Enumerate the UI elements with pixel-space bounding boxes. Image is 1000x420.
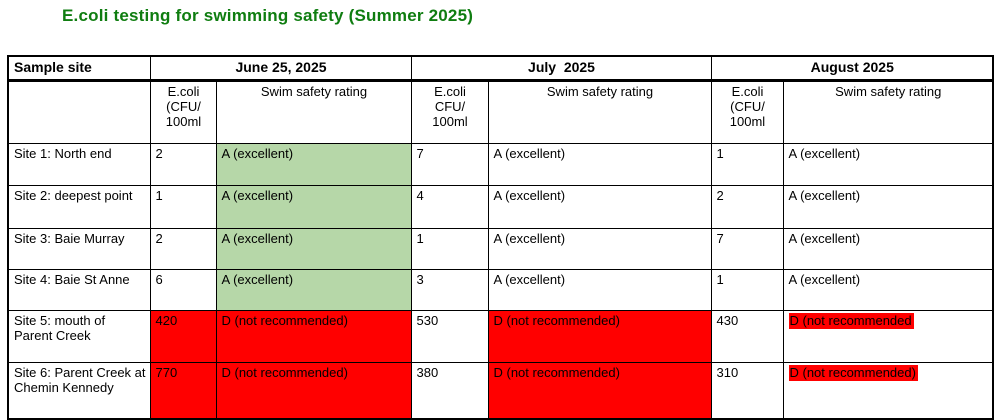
rating-cell: A (excellent) [487, 268, 712, 311]
ecoli-value-cell: 1 [410, 227, 489, 270]
ecoli-value-cell: 1 [149, 184, 217, 229]
ecoli-value-cell: 770 [149, 361, 217, 420]
ecoli-value-cell: 1 [710, 142, 784, 186]
column-header-row: E.coli (CFU/ 100ml Swim safety rating E.… [7, 79, 994, 144]
ecoli-value-cell: 530 [410, 309, 489, 363]
header-ecoli-august: E.coli (CFU/ 100ml [710, 79, 784, 144]
ecoli-value-cell: 7 [410, 142, 489, 186]
header-month-august: August 2025 [710, 55, 994, 82]
ecoli-value-cell: 1 [710, 268, 784, 311]
ecoli-value-cell: 310 [710, 361, 784, 420]
rating-cell: A (excellent) [487, 184, 712, 229]
table-row-site-3: Site 3: Baie Murray 2 A (excellent) 1 A … [7, 227, 994, 270]
rating-cell: A (excellent) [782, 184, 994, 229]
month-august-label: August 2025 [810, 59, 894, 75]
rating-cell: D (not recommended) [487, 309, 712, 363]
site-name-cell: Site 5: mouth of Parent Creek [7, 309, 151, 363]
rating-cell: A (excellent) [782, 227, 994, 270]
header-ecoli-june: E.coli (CFU/ 100ml [149, 79, 217, 144]
header-sample-site: Sample site [7, 55, 151, 82]
rating-cell: A (excellent) [215, 184, 412, 229]
rating-highlight: D (not recommended [788, 312, 914, 329]
ecoli-value-cell: 6 [149, 268, 217, 311]
ecoli-value-cell: 7 [710, 227, 784, 270]
site-name-cell: Site 6: Parent Creek at Chemin Kennedy [7, 361, 151, 420]
header-month-july: July 2025 [410, 55, 712, 82]
month-june-label: June 25, 2025 [235, 59, 327, 75]
ecoli-value-cell: 2 [710, 184, 784, 229]
site-name-cell: Site 3: Baie Murray [7, 227, 151, 270]
rating-cell: D (not recommended) [782, 361, 994, 420]
rating-cell: D (not recommended) [487, 361, 712, 420]
rating-cell: D (not recommended) [215, 309, 412, 363]
rating-cell: A (excellent) [782, 268, 994, 311]
site-name-cell: Site 1: North end [7, 142, 151, 186]
header-rating-july: Swim safety rating [487, 79, 712, 144]
month-july-label: July 2025 [528, 59, 595, 75]
ecoli-value-cell: 4 [410, 184, 489, 229]
table-row-site-5: Site 5: mouth of Parent Creek 420 D (not… [7, 309, 994, 363]
rating-cell: D (not recommended) [215, 361, 412, 420]
site-name-cell: Site 2: deepest point [7, 184, 151, 229]
ecoli-testing-table: Sample site June 25, 2025 July 2025 Augu… [7, 55, 994, 420]
empty-corner-cell [7, 79, 151, 144]
header-month-june: June 25, 2025 [149, 55, 412, 82]
table-row-site-4: Site 4: Baie St Anne 6 A (excellent) 3 A… [7, 268, 994, 311]
ecoli-value-cell: 2 [149, 142, 217, 186]
rating-cell: D (not recommended [782, 309, 994, 363]
header-rating-august: Swim safety rating [782, 79, 994, 144]
header-rating-june: Swim safety rating [215, 79, 412, 144]
ecoli-value-cell: 3 [410, 268, 489, 311]
month-header-row: Sample site June 25, 2025 July 2025 Augu… [7, 55, 994, 82]
site-name-cell: Site 4: Baie St Anne [7, 268, 151, 311]
rating-cell: A (excellent) [215, 142, 412, 186]
table-row-site-6: Site 6: Parent Creek at Chemin Kennedy 7… [7, 361, 994, 420]
ecoli-value-cell: 430 [710, 309, 784, 363]
ecoli-value-cell: 420 [149, 309, 217, 363]
rating-cell: A (excellent) [782, 142, 994, 186]
table-row-site-1: Site 1: North end 2 A (excellent) 7 A (e… [7, 142, 994, 186]
header-ecoli-july: E.coli CFU/ 100ml [410, 79, 489, 144]
rating-cell: A (excellent) [487, 227, 712, 270]
ecoli-value-cell: 2 [149, 227, 217, 270]
table-row-site-2: Site 2: deepest point 1 A (excellent) 4 … [7, 184, 994, 229]
rating-highlight: D (not recommended) [788, 364, 918, 381]
rating-cell: A (excellent) [215, 268, 412, 311]
rating-cell: A (excellent) [487, 142, 712, 186]
rating-cell: A (excellent) [215, 227, 412, 270]
ecoli-value-cell: 380 [410, 361, 489, 420]
page-title: E.coli testing for swimming safety (Summ… [62, 6, 474, 25]
